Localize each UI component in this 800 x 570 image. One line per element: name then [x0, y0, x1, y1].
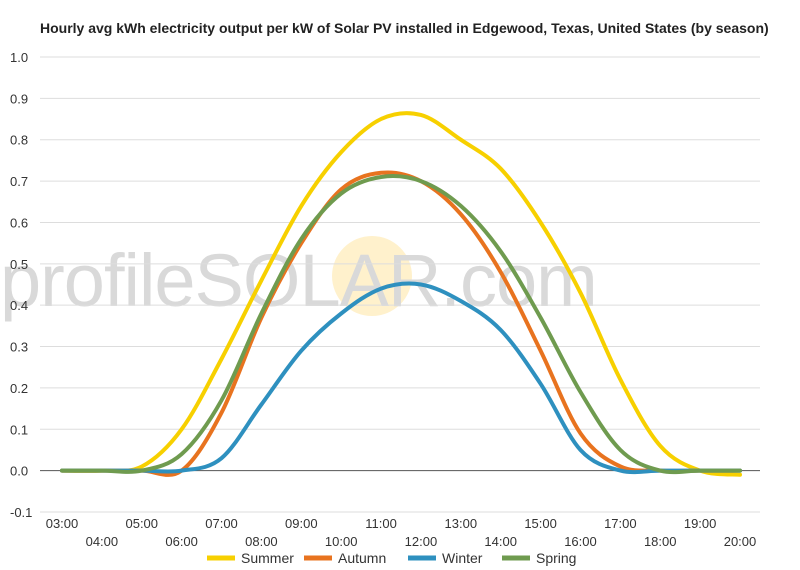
x-tick-label: 14:00 — [484, 534, 517, 549]
x-tick-label: 12:00 — [405, 534, 438, 549]
y-tick-label: 1.0 — [10, 50, 28, 65]
legend: Summer Autumn Winter Spring — [207, 550, 576, 566]
watermark-sun-icon — [332, 236, 412, 316]
legend-label-winter: Winter — [442, 550, 483, 566]
x-axis-ticks: 03:00 04:00 05:00 06:00 07:00 08:00 09:00 10:00… — [46, 516, 757, 549]
y-tick-label: 0.9 — [10, 91, 28, 106]
series-lines — [60, 111, 742, 477]
x-tick-label: 20:00 — [724, 534, 757, 549]
legend-label-autumn: Autumn — [338, 550, 386, 566]
x-tick-label: 03:00 — [46, 516, 79, 531]
y-tick-label: -0.1 — [10, 505, 32, 520]
series-line-winter — [60, 281, 742, 475]
legend-label-spring: Spring — [536, 550, 576, 566]
x-tick-label: 13:00 — [445, 516, 478, 531]
y-tick-label: 0.2 — [10, 381, 28, 396]
x-tick-label: 08:00 — [245, 534, 278, 549]
y-tick-label: 0.3 — [10, 340, 28, 355]
y-tick-label: 0.7 — [10, 174, 28, 189]
chart-title: Hourly avg kWh electricity output per kW… — [40, 20, 769, 36]
watermark-text: profileSOLAR.com — [0, 239, 597, 322]
y-tick-label: 0.0 — [10, 464, 28, 479]
x-tick-label: 05:00 — [125, 516, 158, 531]
y-tick-label: 0.5 — [10, 257, 28, 272]
series-line-spring — [60, 174, 742, 475]
series-line-summer — [60, 111, 742, 477]
y-tick-label: 0.8 — [10, 133, 28, 148]
x-tick-label: 09:00 — [285, 516, 318, 531]
x-tick-label: 04:00 — [86, 534, 119, 549]
y-tick-label: 0.4 — [10, 298, 28, 313]
x-tick-label: 19:00 — [684, 516, 717, 531]
legend-label-summer: Summer — [241, 550, 294, 566]
x-tick-label: 06:00 — [165, 534, 198, 549]
y-axis-ticks: 1.0 0.9 0.8 0.7 0.6 0.5 0.4 0.3 0.2 0.1 0.0 -0.1 — [10, 50, 32, 520]
x-tick-label: 16:00 — [564, 534, 597, 549]
x-tick-label: 07:00 — [205, 516, 238, 531]
grid — [40, 56, 760, 513]
x-tick-label: 15:00 — [524, 516, 557, 531]
watermark: profileSOLAR.com — [0, 236, 598, 322]
x-tick-label: 17:00 — [604, 516, 637, 531]
x-tick-label: 10:00 — [325, 534, 358, 549]
x-tick-label: 11:00 — [365, 516, 397, 531]
y-tick-label: 0.6 — [10, 215, 28, 230]
x-tick-label: 18:00 — [644, 534, 677, 549]
y-tick-label: 0.1 — [10, 422, 28, 437]
